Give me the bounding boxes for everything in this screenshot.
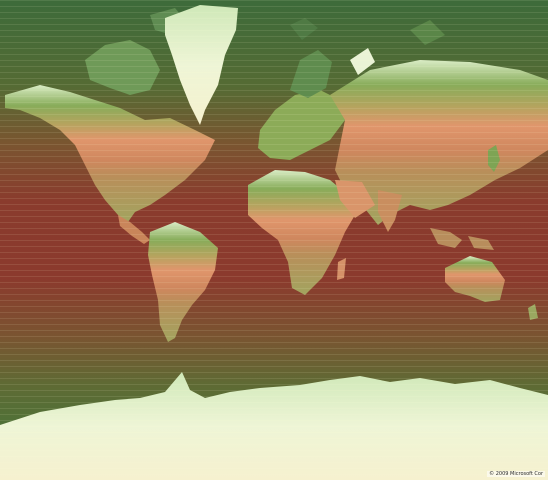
map-copyright: © 2009 Microsoft Cor — [487, 471, 545, 477]
